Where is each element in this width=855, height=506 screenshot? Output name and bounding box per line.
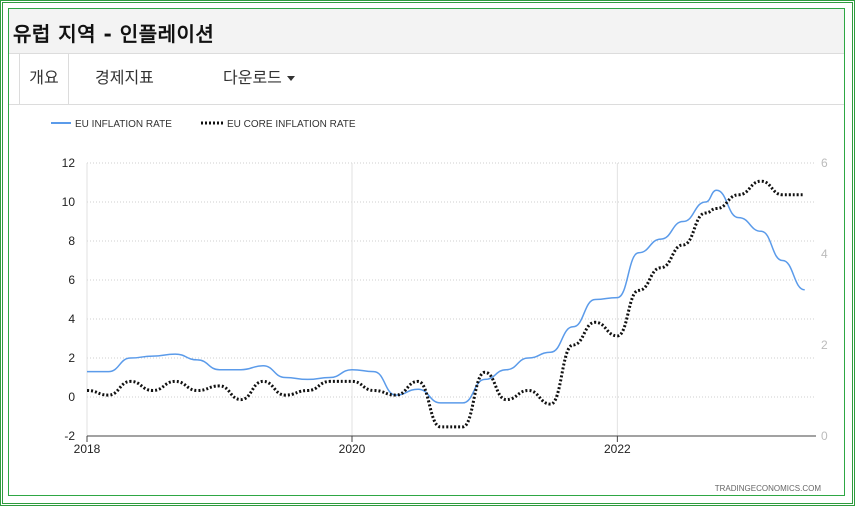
- y-right-tick-label: 4: [821, 247, 828, 261]
- tab-indicators-label: 경제지표: [95, 68, 154, 87]
- caret-down-icon: [286, 76, 295, 81]
- page-title: 유럽 지역 - 인플레이션: [13, 22, 215, 46]
- right-axis-ticks: 0 2 4 6: [821, 156, 828, 443]
- left-axis-ticks: -2 0 2 4 6 8 10 12: [62, 156, 76, 443]
- active-tab-gap: [20, 103, 68, 104]
- title-bar: 유럽 지역 - 인플레이션: [9, 9, 844, 54]
- y-right-tick-label: 0: [821, 429, 828, 443]
- y-left-tick-label: 10: [62, 195, 76, 209]
- series-line-core: [86, 179, 805, 429]
- y-left-tick-label: 6: [68, 273, 75, 287]
- x-axis-ticks: 2018 2020 2022: [74, 442, 631, 456]
- grid-lines: [86, 162, 816, 442]
- y-left-tick-label: 0: [68, 390, 75, 404]
- watermark: TRADINGECONOMICS.COM: [715, 484, 822, 493]
- y-left-tick-label: 12: [62, 156, 76, 170]
- series-line-inflation: [86, 189, 805, 404]
- x-tick-label: 2020: [339, 442, 366, 456]
- tab-indicators[interactable]: 경제지표: [95, 54, 154, 104]
- y-right-tick-label: 6: [821, 156, 828, 170]
- x-tick-label: 2022: [604, 442, 631, 456]
- legend-label-inflation: EU INFLATION RATE: [75, 119, 172, 130]
- y-left-tick-label: -2: [64, 429, 75, 443]
- legend: EU INFLATION RATE EU CORE INFLATION RATE: [51, 119, 356, 130]
- inflation-chart: -2 0 2 4 6 8 10 12 0 2 4 6 2018 2020 2022 EU INFLATI…: [51, 119, 828, 493]
- tab-download[interactable]: 다운로드: [223, 54, 295, 104]
- tab-overview-label: 개요: [29, 68, 59, 87]
- panel: 유럽 지역 - 인플레이션 개요 경제지표 다운로드 -2 0 2 4 6 8 10 12 0…: [8, 8, 845, 496]
- series-lines: [86, 179, 805, 429]
- y-right-tick-label: 2: [821, 338, 828, 352]
- tab-download-label: 다운로드: [223, 68, 282, 87]
- y-left-tick-label: 4: [68, 312, 75, 326]
- y-left-tick-label: 8: [68, 234, 75, 248]
- tab-bar: 개요 경제지표 다운로드: [9, 54, 844, 105]
- legend-label-core: EU CORE INFLATION RATE: [227, 119, 356, 130]
- y-left-tick-label: 2: [68, 351, 75, 365]
- tab-overview[interactable]: 개요: [19, 54, 69, 104]
- x-tick-label: 2018: [74, 442, 101, 456]
